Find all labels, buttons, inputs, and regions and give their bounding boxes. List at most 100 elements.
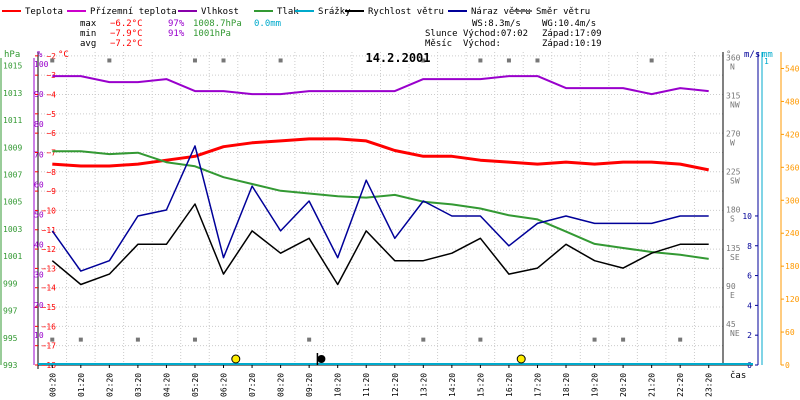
hpa-axis-label: hPa (4, 50, 20, 60)
x-tick-label: 20:20 (619, 373, 628, 397)
stats-panel: max −6.2°C 97% 1008.7hPa 0.0mm min −7.9°C 91% 10… (80, 19, 602, 49)
wind-direction-point (621, 337, 626, 342)
x-tick-label: 00:20 (48, 373, 57, 397)
legend-label: Rychlost větru (368, 7, 444, 17)
wind-direction-point (50, 58, 55, 63)
hpa-tick-label: 1005 (3, 198, 22, 207)
temp-tick-label: −15 (42, 303, 57, 312)
grid (37, 52, 724, 366)
x-tick-label: 15:20 (476, 373, 485, 397)
sunset-marker (516, 354, 526, 364)
x-tick-label: 07:20 (248, 373, 257, 397)
ms-tick-label: 2 (747, 331, 752, 340)
x-tick-label: 03:20 (134, 373, 143, 397)
x-axis-label: čas (730, 370, 746, 381)
stats-value: 97% (168, 19, 185, 29)
x-tick-label: 18:20 (562, 373, 571, 397)
legend-label: Náraz větru (471, 7, 531, 17)
wind-direction-point (478, 337, 483, 342)
hpa-tick-label: 1013 (3, 89, 22, 98)
wm-tick-label: 240 (785, 229, 800, 238)
dir-tick-value: 225 (726, 168, 741, 177)
x-tick-label: 17:20 (533, 373, 542, 397)
temp-tick-label: −7 (46, 148, 56, 157)
wm-tick-label: 60 (785, 328, 795, 337)
stats-value: 91% (168, 29, 185, 39)
temp-tick-label: −12 (42, 245, 57, 254)
moonset-value: Západ:10:19 (542, 39, 602, 49)
wind-direction-point (592, 337, 597, 342)
dir-tick-compass: NW (730, 101, 740, 110)
wind-direction-point (506, 58, 511, 63)
wind-direction-point (278, 58, 283, 63)
ms-axis-label: m/s (744, 50, 760, 60)
dir-tick-value: 135 (726, 244, 741, 253)
wind-direction-point (421, 58, 426, 63)
mm-axis-label: mm (762, 50, 773, 60)
hpa-tick-label: 1007 (3, 170, 22, 179)
stats-label: min (80, 29, 96, 39)
wm-tick-label: 480 (785, 97, 800, 106)
ms-tick-label: 8 (747, 242, 752, 251)
temp-tick-label: −8 (46, 168, 56, 177)
chart-title: 14.2.2001 (365, 51, 430, 65)
wind-direction-point (78, 337, 83, 342)
temp-tick-label: −10 (42, 206, 57, 215)
hpa-tick-label: 1015 (3, 62, 22, 71)
dir-tick-compass: NE (730, 329, 740, 338)
wm-tick-label: 420 (785, 130, 800, 139)
plot-area (38, 58, 753, 365)
moon-label: Měsíc (425, 39, 452, 49)
wm-tick-label: 300 (785, 196, 800, 205)
x-tick-label: 16:20 (505, 373, 514, 397)
hpa-tick-label: 997 (3, 307, 18, 316)
x-tick-label: 21:20 (648, 373, 657, 397)
temp-tick-label: −6 (46, 129, 56, 138)
wm-tick-label: 0 (785, 361, 790, 370)
x-tick-label: 10:20 (334, 373, 343, 397)
wm-tick-label: 540 (785, 64, 800, 73)
hpa-tick-label: 993 (3, 361, 18, 370)
x-tick-label: 14:20 (448, 373, 457, 397)
x-tick-label: 11:20 (362, 373, 371, 397)
hpa-tick-label: 1001 (3, 252, 22, 261)
wind-direction-point (649, 58, 654, 63)
legend-label: Směr větru (536, 7, 590, 17)
wind-direction-point (307, 337, 312, 342)
x-tick-label: 12:20 (391, 373, 400, 397)
wind-direction-point (192, 337, 197, 342)
pct-tick-label: 90 (34, 90, 44, 99)
temp-axis-label: °C (58, 50, 69, 60)
wind-direction-point (221, 58, 226, 63)
stats-label: avg (80, 39, 96, 49)
wind-speed-info: WS:8.3m/s (472, 19, 521, 29)
stats-value: −7.2°C (110, 39, 143, 49)
x-tick-label: 06:20 (220, 373, 229, 397)
sun-label: Slunce (425, 29, 458, 39)
stats-value: −6.2°C (110, 19, 143, 29)
ms-tick-label: 0 (747, 361, 752, 370)
stats-label: max (80, 19, 97, 29)
dir-tick-compass: W (730, 139, 735, 148)
x-tick-label: 23:20 (705, 373, 714, 397)
legend-label: Tlak (277, 7, 299, 17)
temp-tick-label: −2 (46, 52, 56, 61)
stats-value: 1001hPa (193, 29, 231, 39)
wm-tick-label: 180 (785, 262, 800, 271)
pct-tick-label: 100 (34, 60, 49, 69)
pct-tick-label: 70 (34, 150, 44, 159)
dir-tick-compass: E (730, 291, 735, 300)
wind-direction-point (192, 58, 197, 63)
dir-tick-compass: S (730, 215, 735, 224)
hpa-tick-label: 1011 (3, 116, 22, 125)
temp-tick-label: −3 (46, 71, 56, 80)
hpa-tick-label: 1009 (3, 143, 22, 152)
series-line-pressure (52, 150, 709, 260)
pct-tick-label: 50 (34, 211, 44, 220)
temp-tick-label: −9 (46, 187, 56, 196)
wind-direction-point (478, 58, 483, 63)
temp-tick-label: −13 (42, 264, 57, 273)
x-tick-label: 04:20 (162, 373, 171, 397)
